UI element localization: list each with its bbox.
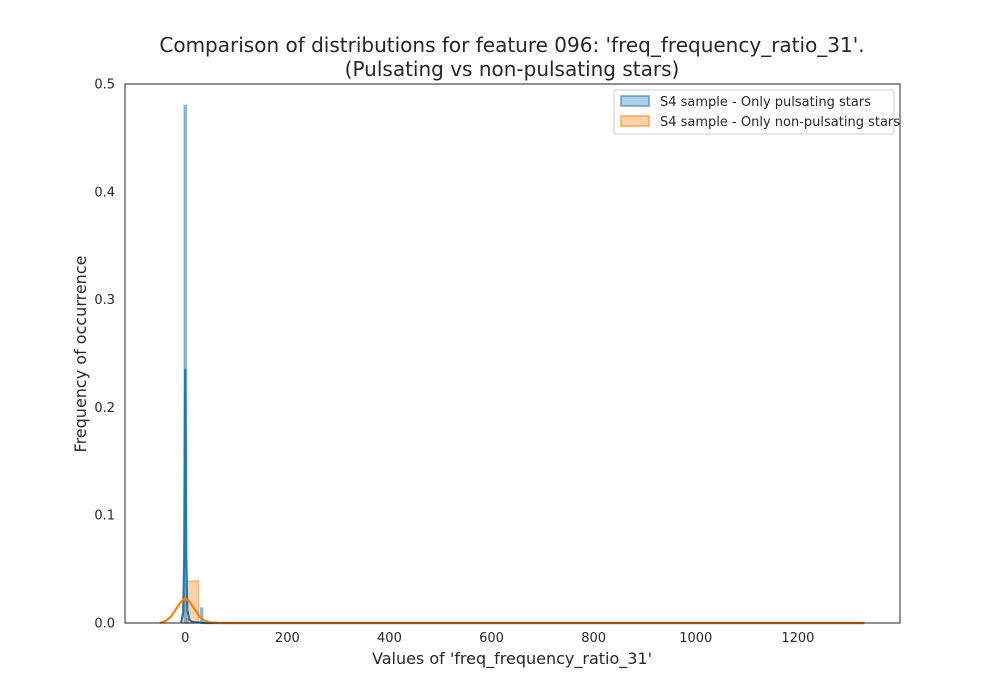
- y-tick-label: 0.4: [94, 185, 115, 200]
- x-axis-tick-labels: 0 200 400 600 800 1000 1200: [181, 631, 814, 646]
- legend-label-non-pulsating: S4 sample - Only non-pulsating stars: [660, 115, 900, 130]
- y-axis-tick-labels: 0.0 0.1 0.2 0.3 0.4 0.5: [94, 78, 115, 632]
- legend-swatch-non-pulsating: [620, 115, 650, 127]
- chart-title-line-1: Comparison of distributions for feature …: [159, 33, 864, 57]
- legend-swatch-pulsating: [620, 95, 650, 107]
- kde-line-pulsating: [180, 368, 865, 625]
- y-axis-label: Frequency of occurrence: [71, 256, 90, 453]
- x-tick-label: 800: [581, 631, 606, 646]
- y-tick-label: 0.3: [94, 293, 115, 308]
- plot-area: [159, 104, 865, 625]
- y-tick-label: 0.0: [94, 617, 115, 632]
- x-tick-label: 1200: [781, 631, 814, 646]
- x-tick-label: 0: [181, 631, 189, 646]
- x-tick-label: 200: [275, 631, 300, 646]
- x-tick-label: 400: [377, 631, 402, 646]
- legend: S4 sample - Only pulsating stars S4 samp…: [613, 89, 900, 135]
- x-tick-label: 600: [479, 631, 504, 646]
- plot-frame: [124, 83, 901, 624]
- legend-box: [613, 89, 895, 135]
- legend-label-pulsating: S4 sample - Only pulsating stars: [660, 95, 871, 110]
- y-tick-label: 0.5: [94, 78, 115, 93]
- y-tick-label: 0.2: [94, 401, 115, 416]
- y-tick-label: 0.1: [94, 509, 115, 524]
- kde-line-non-pulsating: [159, 597, 865, 625]
- histogram-bar: [199, 607, 204, 624]
- x-axis-label: Values of 'freq_frequency_ratio_31': [372, 649, 652, 669]
- chart-title-line-2: (Pulsating vs non-pulsating stars): [345, 57, 680, 81]
- x-tick-label: 1000: [679, 631, 712, 646]
